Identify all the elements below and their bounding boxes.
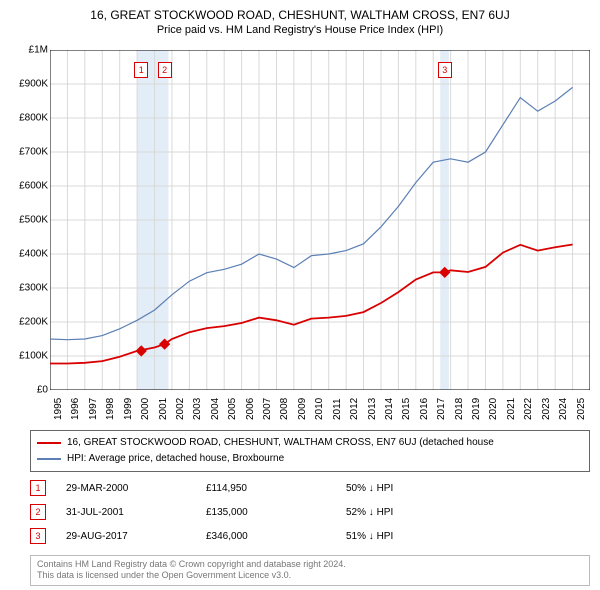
legend-box: 16, GREAT STOCKWOOD ROAD, CHESHUNT, WALT…: [30, 430, 590, 472]
x-tick-label: 2010: [314, 398, 325, 420]
x-tick-label: 1999: [123, 398, 134, 420]
sale-row: 3 29-AUG-2017£346,00051% ↓ HPI: [30, 528, 590, 544]
sale-date: 29-AUG-2017: [66, 531, 206, 542]
x-tick-label: 2020: [488, 398, 499, 420]
x-tick-label: 2018: [454, 398, 465, 420]
y-tick-label: £600K: [8, 181, 48, 192]
sale-delta: 51% ↓ HPI: [346, 531, 393, 542]
x-tick-label: 2009: [297, 398, 308, 420]
y-tick-label: £400K: [8, 249, 48, 260]
y-tick-label: £100K: [8, 351, 48, 362]
x-tick-label: 2016: [419, 398, 430, 420]
chart-subtitle: Price paid vs. HM Land Registry's House …: [0, 24, 600, 36]
sale-price: £114,950: [206, 483, 346, 494]
sale-price: £346,000: [206, 531, 346, 542]
chart-svg: [50, 50, 590, 390]
x-tick-label: 2006: [245, 398, 256, 420]
sale-date: 29-MAR-2000: [66, 483, 206, 494]
sale-row: 2 31-JUL-2001£135,00052% ↓ HPI: [30, 504, 590, 520]
chart-sale-marker-badge: 1: [134, 62, 148, 78]
legend-label: HPI: Average price, detached house, Brox…: [67, 451, 284, 466]
footer-line1: Contains HM Land Registry data © Crown c…: [37, 559, 583, 571]
x-tick-label: 2021: [506, 398, 517, 420]
x-tick-label: 2000: [140, 398, 151, 420]
x-tick-label: 2003: [192, 398, 203, 420]
legend-swatch: [37, 458, 61, 460]
x-tick-label: 2019: [471, 398, 482, 420]
x-tick-label: 2013: [367, 398, 378, 420]
y-tick-label: £1M: [8, 45, 48, 56]
sale-date: 31-JUL-2001: [66, 507, 206, 518]
y-tick-label: £700K: [8, 147, 48, 158]
x-tick-label: 2022: [523, 398, 534, 420]
chart-title: 16, GREAT STOCKWOOD ROAD, CHESHUNT, WALT…: [0, 8, 600, 22]
x-tick-label: 2001: [158, 398, 169, 420]
x-tick-label: 2008: [279, 398, 290, 420]
legend-swatch: [37, 442, 61, 444]
footer-attribution: Contains HM Land Registry data © Crown c…: [30, 555, 590, 586]
x-tick-label: 2015: [401, 398, 412, 420]
y-tick-label: £800K: [8, 113, 48, 124]
y-tick-label: £300K: [8, 283, 48, 294]
x-tick-label: 1996: [70, 398, 81, 420]
x-tick-label: 2005: [227, 398, 238, 420]
legend-item: HPI: Average price, detached house, Brox…: [37, 451, 583, 466]
sale-badge: 3: [30, 528, 46, 544]
sale-row: 1 29-MAR-2000£114,95050% ↓ HPI: [30, 480, 590, 496]
x-tick-label: 1995: [53, 398, 64, 420]
y-tick-label: £0: [8, 385, 48, 396]
sale-badge: 1: [30, 480, 46, 496]
chart-plot-area: [50, 50, 590, 390]
y-tick-label: £900K: [8, 79, 48, 90]
x-tick-label: 1998: [105, 398, 116, 420]
sale-delta: 52% ↓ HPI: [346, 507, 393, 518]
legend-label: 16, GREAT STOCKWOOD ROAD, CHESHUNT, WALT…: [67, 435, 494, 450]
x-tick-label: 1997: [88, 398, 99, 420]
x-tick-label: 2025: [576, 398, 587, 420]
x-tick-label: 2004: [210, 398, 221, 420]
x-tick-label: 2012: [349, 398, 360, 420]
x-tick-label: 2014: [384, 398, 395, 420]
x-tick-label: 2011: [332, 398, 343, 420]
y-tick-label: £500K: [8, 215, 48, 226]
y-tick-label: £200K: [8, 317, 48, 328]
sale-badge: 2: [30, 504, 46, 520]
footer-line2: This data is licensed under the Open Gov…: [37, 570, 583, 582]
sale-delta: 50% ↓ HPI: [346, 483, 393, 494]
sale-price: £135,000: [206, 507, 346, 518]
chart-sale-marker-badge: 3: [438, 62, 452, 78]
sales-table: 1 29-MAR-2000£114,95050% ↓ HPI 2 31-JUL-200…: [30, 480, 590, 552]
x-tick-label: 2002: [175, 398, 186, 420]
x-tick-label: 2024: [558, 398, 569, 420]
x-tick-label: 2007: [262, 398, 273, 420]
x-tick-label: 2023: [541, 398, 552, 420]
chart-container: 16, GREAT STOCKWOOD ROAD, CHESHUNT, WALT…: [0, 0, 600, 590]
chart-sale-marker-badge: 2: [158, 62, 172, 78]
title-block: 16, GREAT STOCKWOOD ROAD, CHESHUNT, WALT…: [0, 0, 600, 36]
x-tick-label: 2017: [436, 398, 447, 420]
legend-item: 16, GREAT STOCKWOOD ROAD, CHESHUNT, WALT…: [37, 435, 583, 450]
